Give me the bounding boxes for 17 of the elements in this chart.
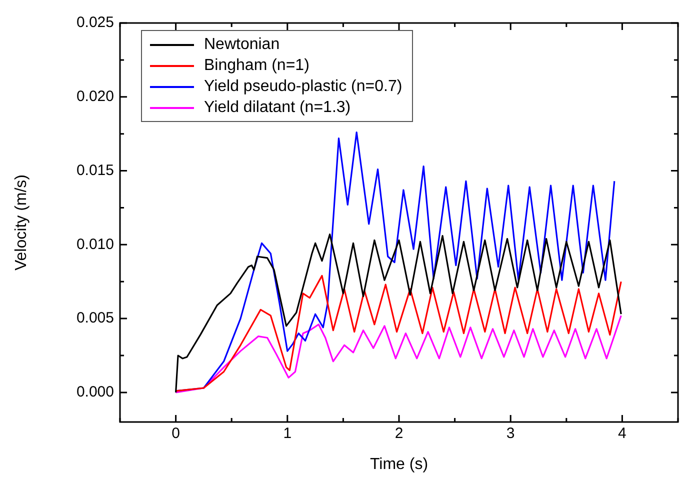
x-tick-label: 3 — [506, 425, 515, 442]
y-tick-label: 0.015 — [76, 162, 114, 179]
x-tick-label: 2 — [394, 425, 404, 442]
y-axis-title: Velocity (m/s) — [13, 174, 30, 271]
legend-label: Yield pseudo-plastic (n=0.7) — [204, 78, 402, 96]
y-tick-label: 0.000 — [76, 384, 114, 401]
x-axis-title: Time (s) — [370, 456, 428, 473]
y-tick-label: 0.010 — [76, 236, 114, 253]
x-tick-label: 1 — [283, 425, 292, 442]
x-tick-label: 0 — [172, 425, 180, 442]
legend-label: Newtonian — [204, 36, 280, 54]
x-tick-label: 4 — [618, 425, 626, 442]
y-tick-label: 0.025 — [76, 14, 114, 32]
y-tick-label: 0.020 — [76, 88, 114, 106]
legend-label: Yield dilatant (n=1.3) — [204, 98, 351, 116]
y-tick-label: 0.005 — [76, 310, 114, 327]
legend-label: Bingham (n=1) — [204, 56, 310, 74]
